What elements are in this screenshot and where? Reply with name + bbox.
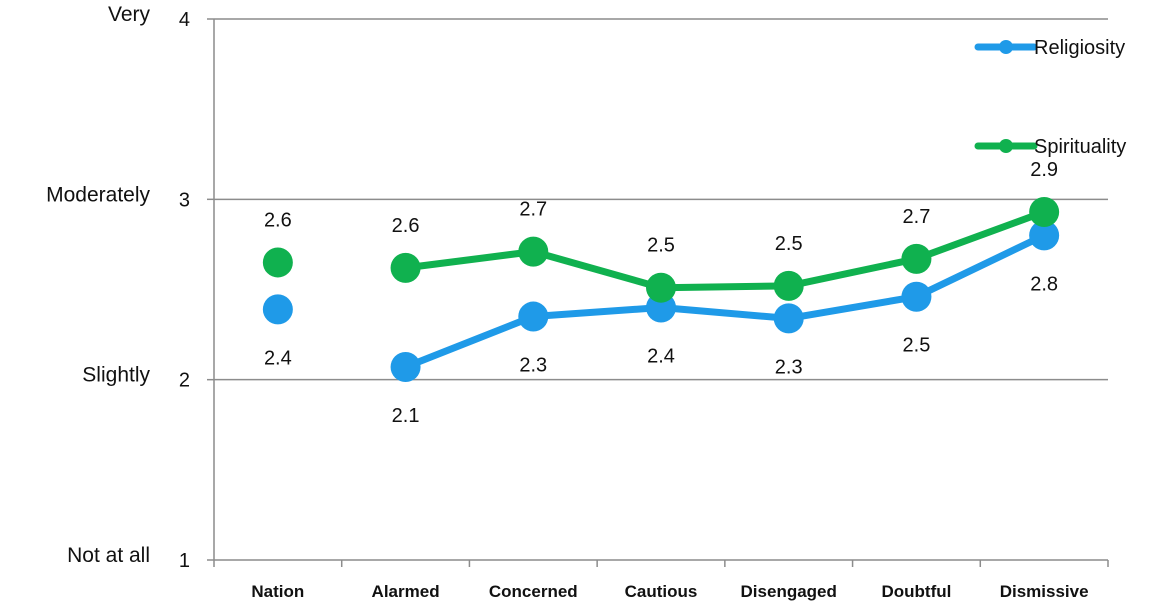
y-tick-word: Slightly: [82, 364, 150, 387]
series-line-spirituality: [402, 208, 1048, 292]
data-label-spirituality: 2.5: [647, 235, 675, 257]
data-point-spirituality: [773, 270, 804, 301]
data-label-spirituality: 2.9: [1030, 159, 1058, 181]
series-line-religiosity: [402, 231, 1048, 371]
data-point-religiosity: [773, 303, 804, 334]
data-label-spirituality: 2.7: [903, 206, 931, 228]
data-point-religiosity: [1029, 220, 1060, 251]
series-layer: [262, 196, 1060, 383]
x-tick-label: Disengaged: [741, 582, 837, 601]
y-tick-number: 1: [179, 550, 190, 572]
data-label-religiosity: 2.4: [647, 346, 675, 368]
data-label-spirituality: 2.7: [519, 199, 547, 221]
x-tick-label: Doubtful: [881, 582, 951, 601]
data-label-spirituality: 2.5: [775, 233, 803, 255]
y-tick-number: 4: [179, 9, 190, 31]
data-label-religiosity: 2.1: [392, 405, 420, 427]
y-tick-number: 2: [179, 370, 190, 392]
x-tick-label: Alarmed: [372, 582, 440, 601]
data-point-spirituality: [646, 272, 676, 303]
data-labels: 2.4 2.1 2.3 2.4 2.3 2.5 2.8 2.6 2.6 2.7 2.5 2.5 2.7 2…: [264, 159, 1058, 427]
data-point-religiosity: [390, 352, 421, 383]
gridlines: [214, 18, 1108, 381]
legend: Religiosity Spirituality: [974, 37, 1126, 158]
data-point-spirituality: [518, 236, 549, 267]
data-point-spirituality: [390, 252, 421, 283]
data-label-religiosity: 2.5: [903, 335, 931, 357]
data-point-spirituality: [262, 247, 293, 278]
data-label-religiosity: 2.3: [775, 356, 803, 378]
data-label-spirituality: 2.6: [264, 209, 292, 231]
data-point-religiosity: [262, 294, 293, 325]
x-tick-label: Concerned: [489, 582, 578, 601]
legend-label-spirituality: Spirituality: [1034, 136, 1126, 158]
data-point-religiosity: [518, 301, 549, 332]
legend-label-religiosity: Religiosity: [1034, 37, 1125, 59]
legend-marker-religiosity: [999, 40, 1013, 54]
data-label-spirituality: 2.6: [392, 215, 420, 237]
legend-marker-spirituality: [999, 139, 1013, 153]
y-tick-word: Not at all: [67, 544, 150, 567]
y-axis-ticks: 1 Not at all 2 Slightly 3 Moderately 4 Very: [46, 3, 214, 572]
data-label-religiosity: 2.4: [264, 347, 292, 369]
data-point-spirituality: [901, 243, 932, 274]
axes: [213, 19, 1108, 561]
y-tick-word: Moderately: [46, 183, 150, 206]
x-axis-ticks: Nation Alarmed Concerned Cautious Disengaged…: [213, 560, 1109, 601]
data-point-religiosity: [901, 281, 932, 312]
data-point-spirituality: [1029, 196, 1060, 227]
x-tick-label: Nation: [251, 582, 304, 601]
y-tick-number: 3: [179, 189, 190, 211]
data-label-religiosity: 2.8: [1030, 273, 1058, 295]
y-tick-word: Very: [108, 3, 151, 26]
data-label-religiosity: 2.3: [519, 355, 547, 377]
x-tick-label: Cautious: [625, 582, 698, 601]
x-tick-label: Dismissive: [1000, 582, 1089, 601]
